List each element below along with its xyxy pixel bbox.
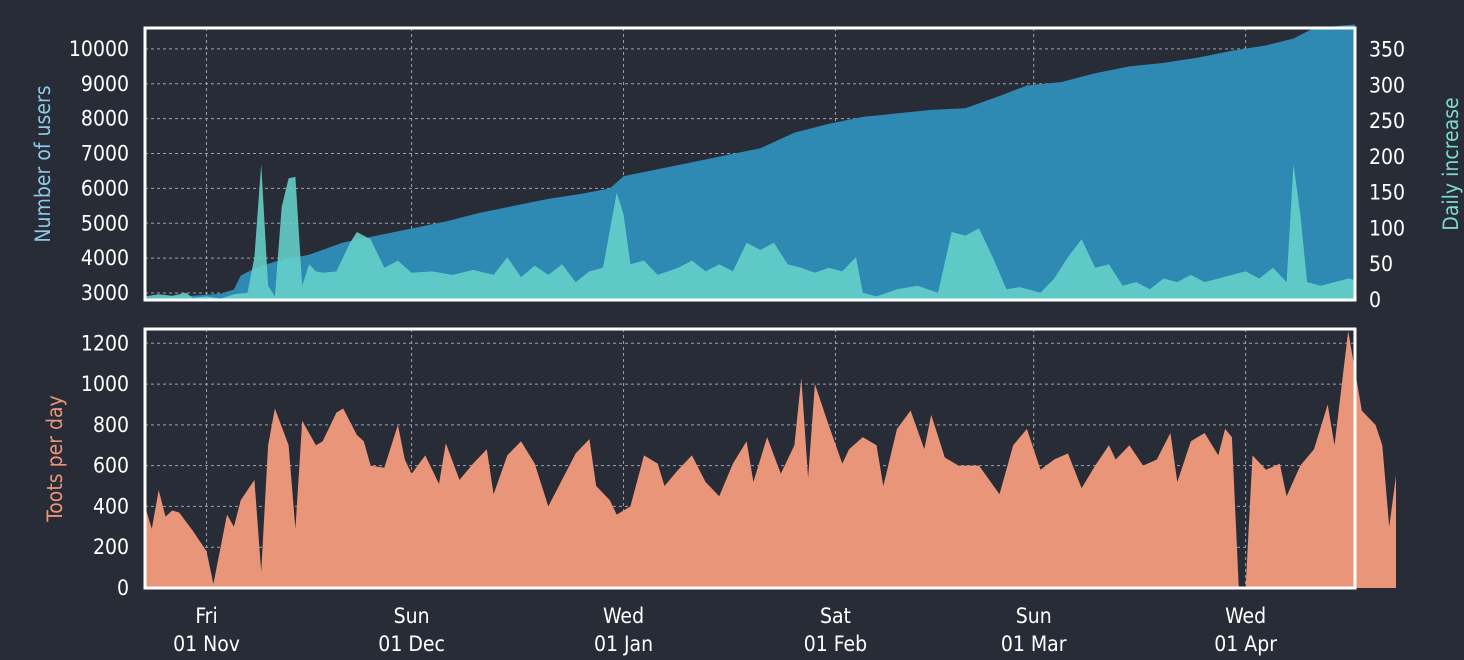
users-y-tick-label: 8000: [81, 107, 129, 131]
daily-y-tick-label: 100: [1369, 216, 1405, 240]
users-panel: 3000 4000 5000 6000 7000 8000 9000 10000 0 50 100…: [31, 24, 1463, 312]
users-y-tick-label: 6000: [81, 176, 129, 200]
x-tick-date: 01 Apr: [1214, 632, 1277, 656]
toots-y-tick-label: 1200: [81, 331, 129, 355]
users-y-axis-label: Number of users: [31, 85, 55, 242]
x-tick-weekday: Wed: [1225, 604, 1266, 628]
toots-y-tick-label: 200: [93, 535, 129, 559]
x-tick-weekday: Fri: [195, 604, 217, 628]
toots-y-ticks: 0 200 400 600 800 1000 1200: [81, 331, 129, 600]
toots-y-tick-label: 400: [93, 494, 129, 518]
x-axis-ticks: Fri 01 Nov Sun 01 Dec Wed 01 Jan Sat 01 Feb Sun 0…: [173, 604, 1277, 656]
daily-y-tick-label: 300: [1369, 73, 1405, 97]
x-tick-date: 01 Feb: [804, 632, 867, 656]
daily-y-axis-label: Daily increase: [1439, 97, 1463, 230]
x-tick-date: 01 Jan: [594, 632, 653, 656]
x-tick-date: 01 Nov: [173, 632, 240, 656]
toots-y-tick-label: 600: [93, 454, 129, 478]
toots-area: [145, 331, 1396, 588]
users-y-ticks: 3000 4000 5000 6000 7000 8000 9000 10000: [69, 37, 129, 305]
daily-y-tick-label: 250: [1369, 109, 1405, 133]
users-area: [145, 24, 1355, 300]
users-y-tick-label: 4000: [81, 246, 129, 270]
users-y-tick-label: 3000: [81, 281, 129, 305]
toots-panel-frame: [143, 327, 1357, 590]
daily-y-tick-label: 150: [1369, 181, 1405, 205]
daily-y-tick-label: 0: [1369, 288, 1381, 312]
users-y-tick-label: 5000: [81, 211, 129, 235]
users-panel-areas: [145, 24, 1355, 300]
x-tick-weekday: Wed: [603, 604, 644, 628]
users-y-tick-label: 10000: [69, 37, 129, 61]
x-tick-date: 01 Dec: [378, 632, 445, 656]
users-y-tick-label: 9000: [81, 72, 129, 96]
toots-y-axis-label: Toots per day: [43, 395, 67, 522]
toots-panel-areas: [145, 331, 1396, 588]
toots-y-tick-label: 800: [93, 413, 129, 437]
users-y-tick-label: 7000: [81, 142, 129, 166]
x-tick-weekday: Sat: [820, 604, 851, 628]
x-tick-weekday: Sun: [394, 604, 430, 628]
x-tick-weekday: Sun: [1016, 604, 1052, 628]
daily-y-tick-label: 50: [1369, 252, 1393, 276]
x-tick-date: 01 Mar: [1001, 632, 1067, 656]
daily-y-ticks: 0 50 100 150 200 250 300 350: [1369, 37, 1405, 312]
daily-increase-area: [145, 164, 1355, 300]
daily-y-tick-label: 200: [1369, 145, 1405, 169]
users-panel-frame: [143, 26, 1357, 302]
toots-y-tick-label: 0: [117, 576, 129, 600]
toots-y-tick-label: 1000: [81, 372, 129, 396]
daily-y-tick-label: 350: [1369, 37, 1405, 61]
toots-panel: 0 200 400 600 800 1000 1200 Toots per day: [43, 327, 1396, 600]
